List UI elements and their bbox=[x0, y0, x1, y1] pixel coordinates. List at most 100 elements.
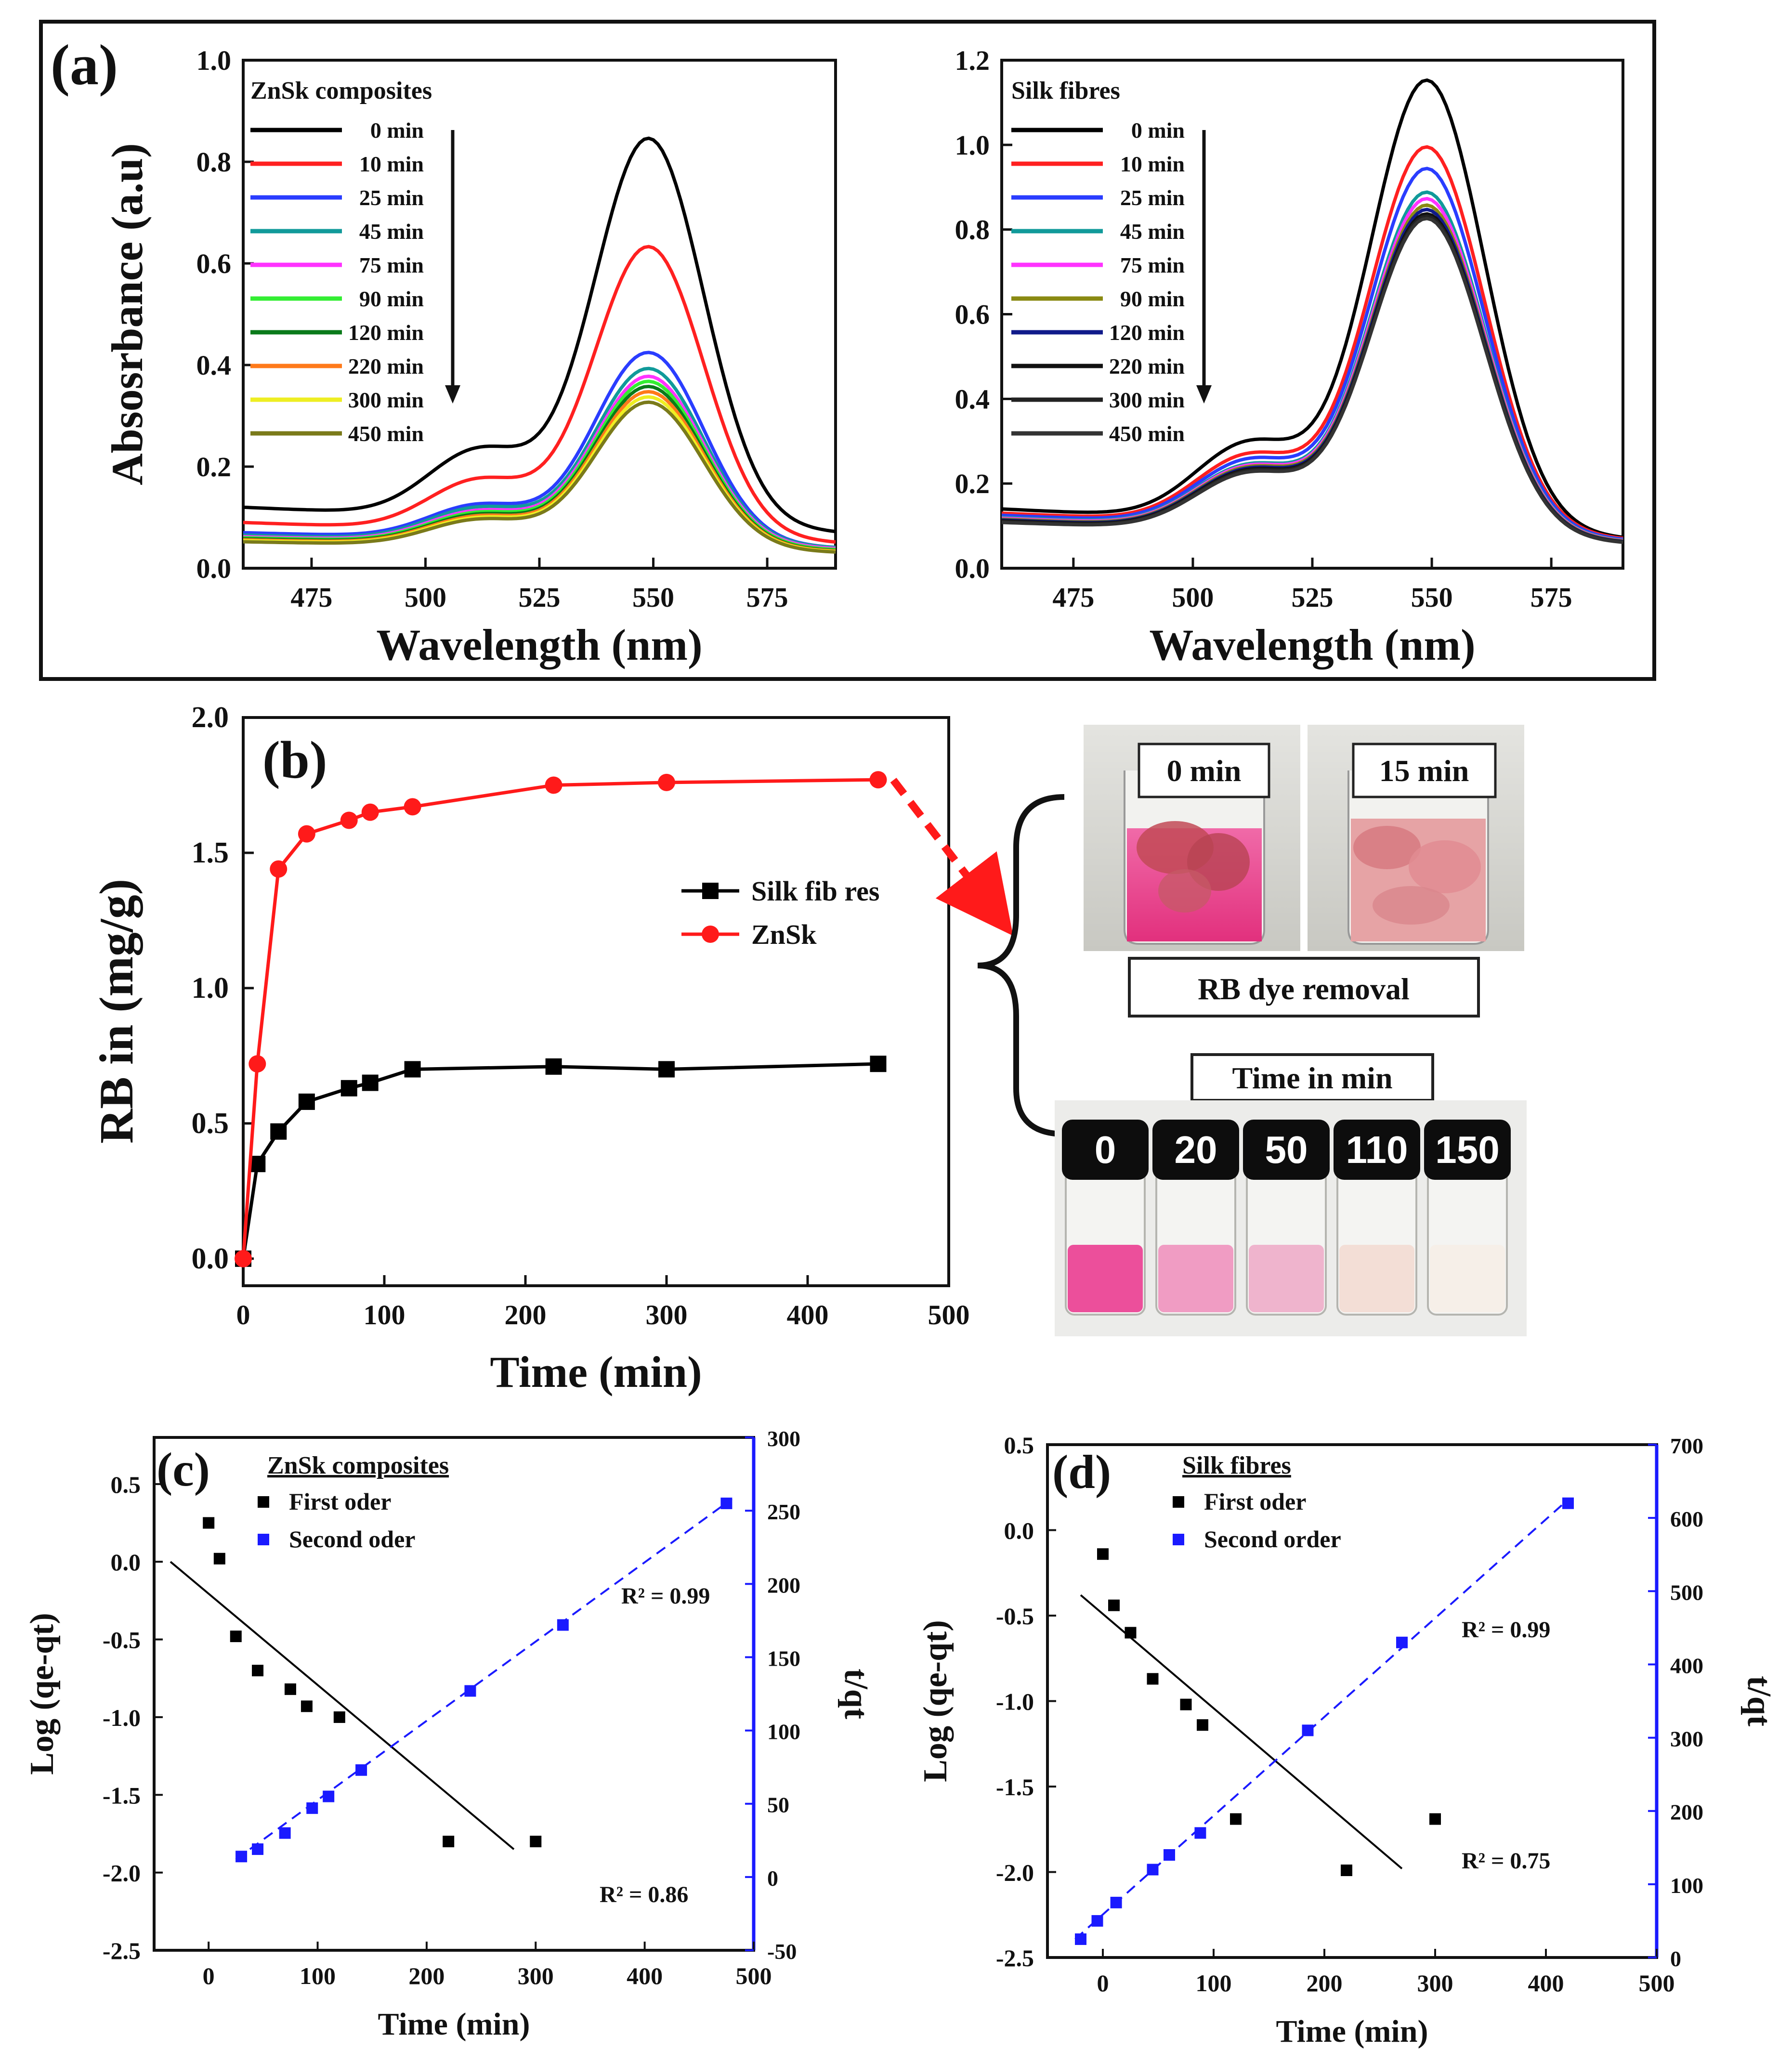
y-tick-label: 1.5 bbox=[192, 836, 229, 869]
r2-label: R² = 0.86 bbox=[600, 1882, 688, 1907]
legend-marker bbox=[258, 1534, 269, 1545]
legend-label: ZnSk bbox=[751, 919, 817, 950]
y-axis-label: Absosrbance (a.u) bbox=[103, 143, 152, 485]
y-tick-label: 0.2 bbox=[196, 451, 232, 483]
legend-label: 450 min bbox=[1109, 421, 1185, 446]
legend-label: 0 min bbox=[1131, 118, 1185, 143]
y-axis-label: RB in (mg/g) bbox=[90, 879, 143, 1144]
x-tick-label: 300 bbox=[646, 1299, 688, 1331]
data-point-second-order bbox=[464, 1685, 476, 1697]
legend-label: 25 min bbox=[359, 185, 424, 210]
y-tick-label: 0.4 bbox=[955, 383, 990, 415]
legend-label: 45 min bbox=[1120, 219, 1185, 244]
legend-label: First oder bbox=[1204, 1488, 1306, 1515]
y2-tick-label: 700 bbox=[1670, 1434, 1703, 1458]
x-axis-label: Wavelength (nm) bbox=[376, 620, 702, 669]
data-point-znsk bbox=[235, 1250, 252, 1267]
vial-liquid bbox=[1430, 1245, 1505, 1312]
data-point-second-order bbox=[1396, 1636, 1408, 1648]
panel-label-b: (b) bbox=[262, 731, 327, 789]
y2-tick-label: 600 bbox=[1670, 1507, 1703, 1531]
y2-tick-label: 0 bbox=[767, 1866, 778, 1891]
y-tick-label: 0.0 bbox=[196, 553, 232, 584]
legend-label: 90 min bbox=[359, 287, 424, 311]
vial-liquid bbox=[1249, 1245, 1324, 1312]
r2-label: R² = 0.99 bbox=[1462, 1617, 1550, 1643]
legend-label: 45 min bbox=[359, 219, 424, 244]
y-tick-label: -2.0 bbox=[996, 1859, 1034, 1886]
data-point-first-order bbox=[1429, 1813, 1441, 1825]
y-tick-label: 0.8 bbox=[955, 214, 990, 246]
time-caption: Time in min bbox=[1232, 1061, 1392, 1095]
y-tick-label: 0.0 bbox=[192, 1242, 229, 1275]
chart-a-znsk-spectra: 475 500 525 550 575 0.0 0.2 0.4 0.6 0.8 1.0 ZnSk co… bbox=[103, 45, 837, 669]
vial-cap bbox=[1424, 1120, 1511, 1180]
legend-marker bbox=[702, 883, 719, 899]
vial-label: 0 bbox=[1095, 1128, 1116, 1171]
arrow-head bbox=[1196, 385, 1212, 404]
x-tick-label: 475 bbox=[1052, 582, 1094, 613]
y2-tick-label: 200 bbox=[1670, 1800, 1703, 1825]
legend-label: 220 min bbox=[1109, 354, 1185, 378]
x-tick-label: 500 bbox=[736, 1962, 772, 1989]
time-caption-box bbox=[1190, 1053, 1434, 1102]
x-tick-label: 500 bbox=[405, 582, 446, 613]
x-axis-label: Wavelength (nm) bbox=[1149, 620, 1475, 669]
x-tick-label: 200 bbox=[505, 1299, 547, 1331]
panel-a-frame bbox=[39, 20, 1656, 681]
chart-c-kinetics-znsk: 0 100 200 300 400 5000.50.0-0.5-1.0-1.5-2.0-2… bbox=[24, 1426, 875, 2042]
legend-label: 75 min bbox=[359, 253, 424, 277]
vial-cap bbox=[1152, 1120, 1239, 1180]
y2-tick-label: 250 bbox=[767, 1500, 800, 1524]
x-tick-label: 500 bbox=[928, 1299, 970, 1331]
spectrum-line-90-min bbox=[1001, 203, 1623, 543]
y-tick-label: 0.5 bbox=[111, 1471, 141, 1498]
legend-label: Silk fib res bbox=[751, 875, 879, 907]
data-point-second-order bbox=[720, 1497, 732, 1509]
data-point-znsk bbox=[270, 860, 288, 878]
y-tick-label: 0.6 bbox=[955, 299, 990, 330]
vial-label: 150 bbox=[1435, 1128, 1499, 1171]
legend-marker bbox=[1173, 1496, 1184, 1508]
y-tick-label: -2.5 bbox=[103, 1937, 141, 1964]
legend-label: 0 min bbox=[370, 118, 424, 143]
legend-title: Silk fibres bbox=[1011, 77, 1120, 104]
y-tick-label: 0.6 bbox=[196, 248, 232, 279]
y-tick-label: 1.2 bbox=[955, 45, 990, 76]
x-tick-label: 500 bbox=[1639, 1970, 1675, 1997]
x-tick-label: 400 bbox=[787, 1299, 829, 1331]
x-tick-label: 100 bbox=[1196, 1970, 1232, 1997]
y2-tick-label: -50 bbox=[767, 1939, 797, 1964]
y-tick-label: -2.5 bbox=[996, 1945, 1034, 1971]
data-point-silk bbox=[362, 1074, 379, 1091]
removal-caption: RB dye removal bbox=[1198, 972, 1410, 1006]
legend-label: First oder bbox=[289, 1488, 391, 1515]
data-point-first-order bbox=[1197, 1719, 1208, 1731]
y-tick-label: 1.0 bbox=[192, 972, 229, 1005]
data-point-second-order bbox=[323, 1790, 335, 1802]
data-point-znsk bbox=[658, 773, 675, 791]
legend-label: 300 min bbox=[348, 388, 424, 412]
y-tick-label: -1.0 bbox=[996, 1688, 1034, 1715]
data-point-silk bbox=[270, 1123, 287, 1140]
legend-label: 120 min bbox=[1109, 320, 1185, 345]
data-point-first-order bbox=[252, 1665, 264, 1677]
x-tick-label: 300 bbox=[1417, 1970, 1453, 1997]
x-tick-label: 400 bbox=[627, 1962, 663, 1989]
y2-tick-label: 300 bbox=[767, 1426, 800, 1451]
vial-label: 50 bbox=[1265, 1128, 1308, 1171]
x-tick-label: 575 bbox=[1530, 582, 1572, 613]
data-point-znsk bbox=[404, 798, 421, 816]
spectrum-line-10-min bbox=[1001, 145, 1623, 540]
x-tick-label: 475 bbox=[290, 582, 332, 613]
data-point-znsk bbox=[545, 776, 562, 794]
data-point-second-order bbox=[1091, 1915, 1103, 1927]
data-point-first-order bbox=[1147, 1673, 1159, 1685]
curly-brace bbox=[977, 794, 1065, 1137]
x-axis-label: Time (min) bbox=[1276, 2014, 1428, 2049]
spectrum-line-25-min bbox=[1001, 167, 1623, 541]
y2-tick-label: 50 bbox=[767, 1793, 789, 1817]
removal-caption-box bbox=[1128, 957, 1480, 1018]
legend-label: 25 min bbox=[1120, 185, 1185, 210]
